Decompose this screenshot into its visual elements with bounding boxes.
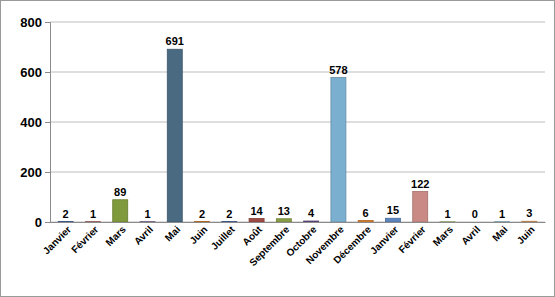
- bar: [495, 221, 510, 222]
- y-tick-label: 0: [35, 215, 42, 230]
- x-tick: Mai: [490, 222, 510, 243]
- data-label: 1: [444, 208, 450, 220]
- bar: [167, 49, 182, 222]
- data-label: 2: [199, 208, 205, 220]
- bar: [85, 221, 100, 222]
- chart: 0200400600800JanvierFévrierMarsAvrilMaiJ…: [0, 0, 555, 297]
- bar: [113, 200, 128, 222]
- x-tick-label: Janvier: [368, 224, 401, 257]
- x-tick-label: Août: [240, 223, 264, 247]
- bar: [358, 221, 373, 223]
- x-tick: Mars: [431, 222, 456, 248]
- bar: [140, 221, 155, 222]
- data-label: 14: [250, 205, 263, 217]
- data-labels: 2189169122141345786151221013: [63, 35, 533, 220]
- bar: [440, 221, 455, 222]
- data-label: 1: [144, 208, 150, 220]
- x-tick-label: Septembre: [247, 223, 292, 268]
- x-tick: Janvier: [41, 222, 74, 256]
- y-tick-label: 400: [20, 115, 42, 130]
- data-label: 578: [329, 64, 347, 76]
- data-label: 15: [387, 204, 399, 216]
- bar: [522, 221, 537, 222]
- x-tick-label: Janvier: [41, 224, 74, 257]
- y-tick: 400: [20, 115, 50, 130]
- x-tick: Septembre: [247, 222, 292, 268]
- chart-frame: [1, 1, 555, 297]
- bar: [304, 221, 319, 222]
- data-label: 691: [166, 35, 184, 47]
- bar: [331, 78, 346, 223]
- data-label: 122: [411, 178, 429, 190]
- x-tick-label: Juin: [515, 224, 537, 246]
- data-label: 2: [63, 208, 69, 220]
- x-tick: Avril: [132, 222, 155, 247]
- x-tick: Février: [69, 222, 100, 255]
- grid: [50, 22, 545, 222]
- bar: [58, 221, 73, 222]
- x-tick-label: Février: [69, 224, 100, 255]
- grid-line: [50, 172, 545, 173]
- bar: [276, 219, 291, 222]
- y-tick: 600: [20, 65, 50, 80]
- y-tick: 200: [20, 165, 50, 180]
- bar: [249, 219, 264, 223]
- y-tick-label: 800: [20, 15, 42, 30]
- y-axis: 0 200 400 600 800: [20, 15, 50, 230]
- data-label: 1: [90, 208, 96, 220]
- bars: [58, 49, 537, 222]
- x-tick-label: Décembre: [331, 223, 373, 265]
- data-label: 2: [226, 208, 232, 220]
- x-tick-label: Février: [396, 224, 427, 255]
- bar: [467, 222, 482, 223]
- x-axis-line: [51, 222, 546, 223]
- data-label: 4: [308, 207, 315, 219]
- y-tick: 0: [35, 215, 50, 230]
- x-tick-label: Mai: [490, 224, 510, 244]
- plot: 0200400600800JanvierFévrierMarsAvrilMaiJ…: [20, 15, 545, 268]
- data-label: 89: [114, 186, 126, 198]
- data-label: 3: [526, 207, 532, 219]
- y-tick-mark: [45, 222, 50, 223]
- bar: [195, 221, 210, 222]
- data-label: 0: [472, 208, 478, 220]
- x-tick: Mai: [163, 222, 183, 243]
- bar: [385, 218, 400, 222]
- y-axis-line: [45, 23, 51, 223]
- data-label: 6: [363, 207, 369, 219]
- x-tick: Juillet: [209, 222, 238, 252]
- y-tick: 800: [20, 15, 50, 30]
- x-tick: Décembre: [331, 222, 373, 266]
- x-tick-label: Mai: [163, 224, 183, 244]
- x-tick: Avril: [459, 222, 482, 247]
- x-tick: Mars: [103, 222, 128, 248]
- x-tick: Août: [240, 222, 264, 248]
- x-tick-label: Juillet: [209, 223, 238, 252]
- y-tick-mark: [45, 122, 50, 123]
- data-label: 1: [499, 208, 505, 220]
- data-label: 13: [278, 205, 290, 217]
- bar: [413, 192, 428, 223]
- y-tick-label: 200: [20, 165, 42, 180]
- bar: [222, 221, 237, 222]
- x-tick-label: Juin: [187, 224, 209, 246]
- y-tick-label: 600: [20, 65, 42, 80]
- y-tick-mark: [45, 22, 50, 23]
- x-tick-label: Mars: [103, 223, 128, 248]
- x-axis: JanvierFévrierMarsAvrilMaiJuinJuilletAoû…: [41, 222, 546, 268]
- x-tick-label: Avril: [459, 224, 482, 247]
- grid-line: [50, 122, 545, 123]
- x-tick-label: Mars: [431, 223, 456, 248]
- x-tick: Février: [396, 222, 427, 255]
- x-tick: Juin: [187, 222, 209, 246]
- x-tick: Juin: [515, 222, 537, 246]
- x-tick: Janvier: [368, 222, 401, 256]
- grid-line: [50, 22, 545, 23]
- y-tick-mark: [45, 72, 50, 73]
- grid-line: [50, 72, 545, 73]
- x-tick-label: Avril: [132, 224, 155, 247]
- y-tick-mark: [45, 172, 50, 173]
